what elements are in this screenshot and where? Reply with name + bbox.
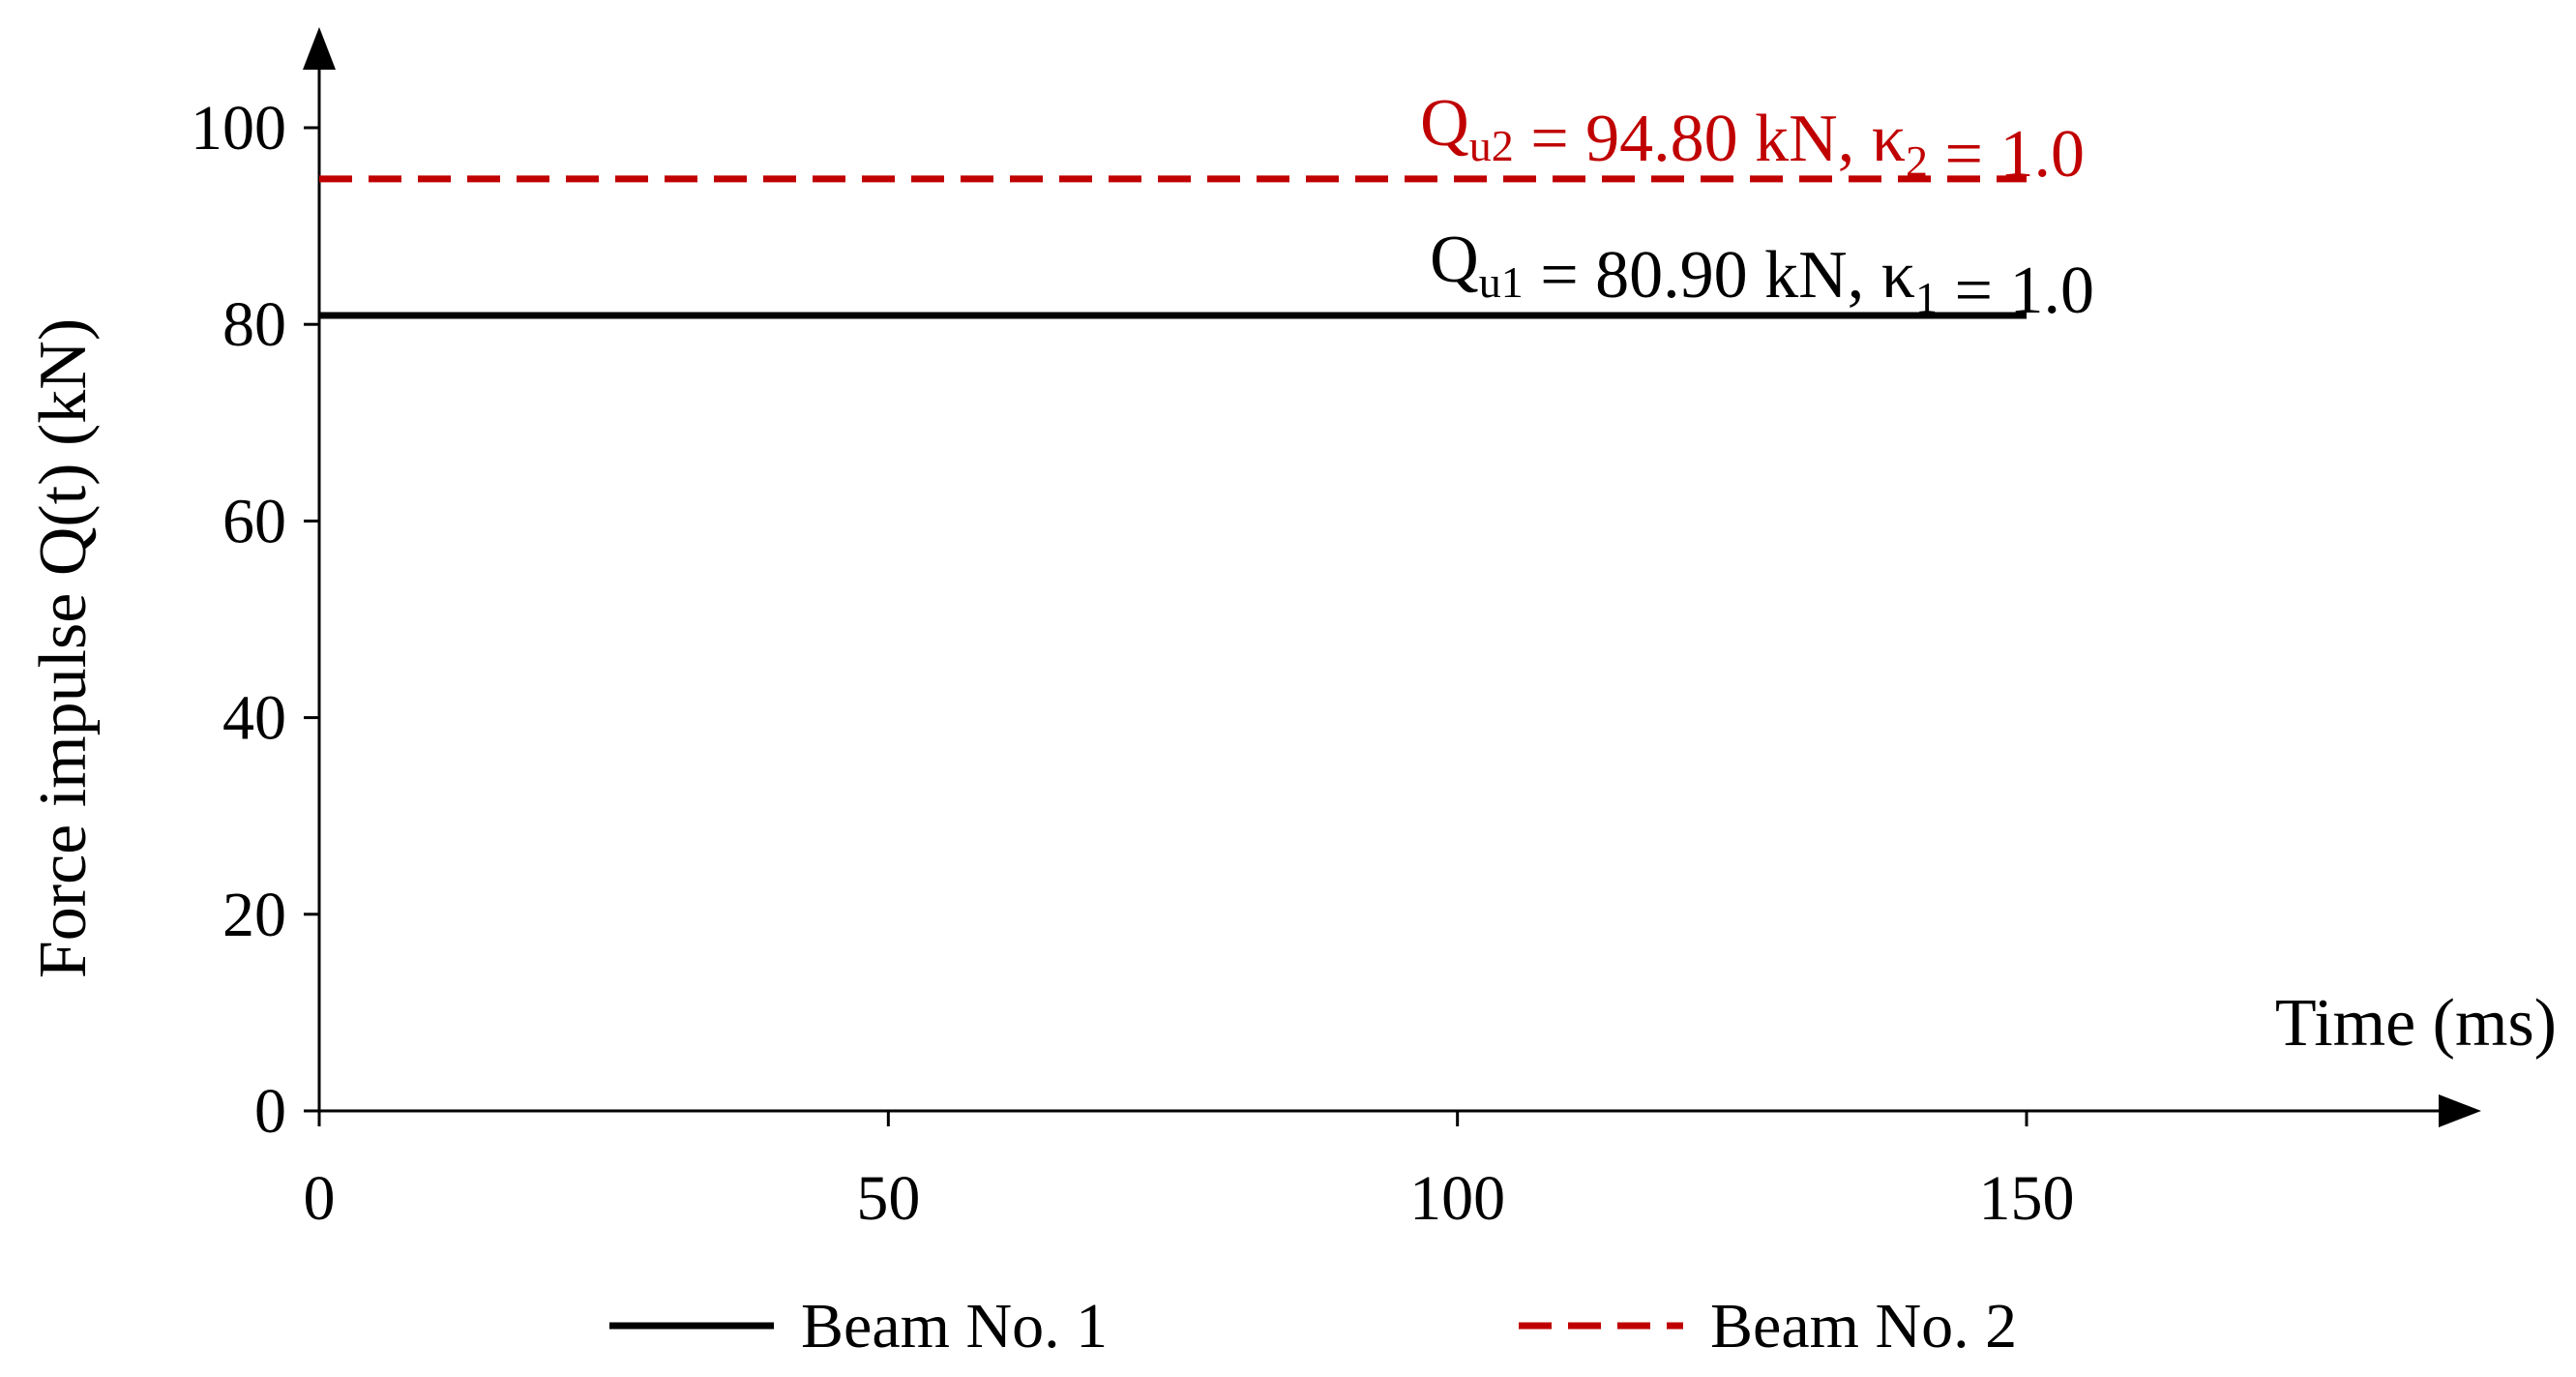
x-tick-label: 100	[1409, 1163, 1505, 1234]
x-tick-label: 50	[856, 1163, 920, 1234]
annotation-text: = 1.0	[1928, 117, 2085, 192]
y-tick-label: 80	[222, 289, 286, 360]
y-tick-label: 0	[254, 1076, 286, 1147]
series-lines	[319, 175, 2027, 319]
legend-label-2: Beam No. 2	[1710, 1291, 2017, 1362]
annotation-subscript: u1	[1479, 257, 1524, 307]
annotation-text: κ	[1872, 102, 1906, 176]
y-axis-arrow	[303, 27, 336, 70]
x-tick-label: 150	[1979, 1163, 2075, 1234]
annotation-text: Q	[1430, 223, 1479, 297]
annotation-text: = 1.0	[1938, 254, 2094, 328]
y-axis-title: Force impulse Q(t) (kN)	[26, 318, 101, 978]
annotation-subscript: 2	[1906, 136, 1928, 186]
series-annotation-2: Qu2 = 94.80 kN, κ2 = 1.0	[1420, 86, 2085, 192]
annotation-text: Q	[1420, 86, 1469, 161]
x-tick-label: 0	[304, 1163, 336, 1234]
x-axis-title: Time (ms)	[2275, 986, 2557, 1061]
x-axis-arrow	[2439, 1094, 2481, 1127]
y-tick-label: 20	[222, 880, 286, 950]
legend-label-1: Beam No. 1	[801, 1291, 1108, 1362]
y-tick-label: 100	[191, 93, 286, 164]
annotation-subscript: 1	[1915, 273, 1938, 322]
legend: Beam No. 1 Beam No. 2	[609, 1291, 2017, 1362]
ticks: 0 20 40 60 80 100 0 50 100 150	[191, 93, 2075, 1234]
series-annotation-1: Qu1 = 80.90 kN, κ1 = 1.0	[1430, 223, 2094, 328]
annotation-text: = 80.90 kN,	[1524, 238, 1881, 313]
annotation-text: = 94.80 kN,	[1514, 102, 1872, 176]
axes	[303, 27, 2481, 1127]
annotation-text: κ	[1881, 238, 1915, 313]
y-tick-label: 60	[222, 486, 286, 556]
annotation-subscript: u2	[1469, 121, 1514, 170]
y-tick-label: 40	[222, 683, 286, 754]
